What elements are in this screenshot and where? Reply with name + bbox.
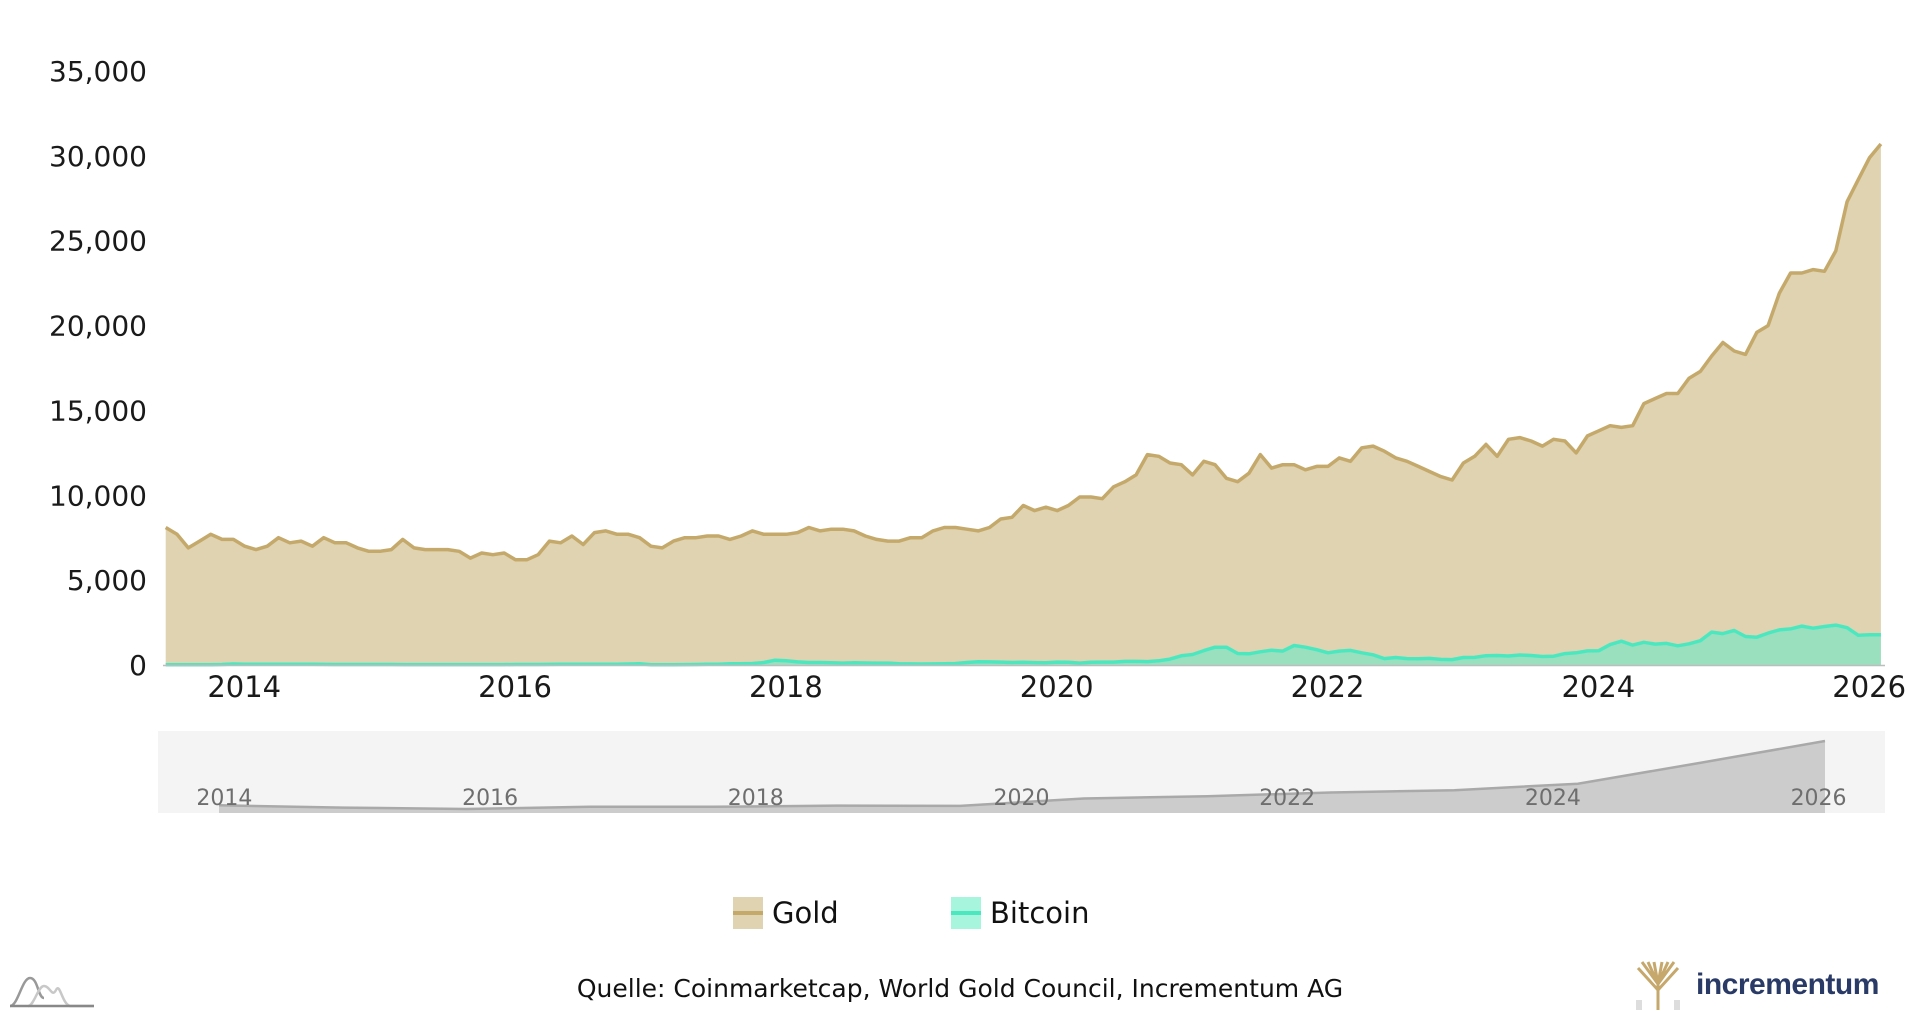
- navigator-tick-label: 2024: [1525, 786, 1581, 811]
- y-tick-label: 35,000: [49, 55, 147, 88]
- y-tick-label: 10,000: [49, 479, 147, 512]
- y-tick-label: 20,000: [49, 310, 147, 343]
- navigator-series-line: [218, 739, 1826, 811]
- x-tick-label: 2014: [207, 670, 281, 704]
- series-area-gold: [165, 144, 1881, 665]
- legend-label-bitcoin: Bitcoin: [990, 896, 1090, 930]
- y-axis: 0 5,000 10,000 15,000 20,000 25,000 30,000 35,0…: [49, 55, 147, 682]
- plot-area: [164, 142, 1883, 667]
- navigator-tick-label: 2026: [1791, 786, 1847, 811]
- gold-swatch-icon: [733, 897, 763, 929]
- series-line-bitcoin[interactable]: [165, 623, 1881, 667]
- legend-item-bitcoin[interactable]: Bitcoin: [951, 896, 1089, 930]
- x-tick-label: 2022: [1291, 670, 1365, 704]
- y-tick-label: 0: [129, 649, 147, 682]
- incrementum-logo: incrementum: [1634, 960, 1879, 1010]
- tree-logo-icon: [1634, 960, 1682, 1010]
- x-tick-label: 2020: [1020, 670, 1094, 704]
- legend-label-gold: Gold: [772, 896, 839, 930]
- navigator-tick-label: 2020: [994, 786, 1050, 811]
- y-tick-label: 30,000: [49, 140, 147, 173]
- x-tick-label: 2026: [1832, 670, 1906, 704]
- x-tick-label: 2024: [1561, 670, 1635, 704]
- x-tick-label: 2018: [749, 670, 823, 704]
- legend-item-gold[interactable]: Gold: [733, 896, 839, 930]
- chart-brand-icon: [9, 976, 94, 1008]
- y-tick-label: 25,000: [49, 225, 147, 258]
- logo-text: incrementum: [1696, 968, 1879, 1001]
- navigator-tick-label: 2018: [728, 786, 784, 811]
- x-axis: 2014 2016 2018 2020 2022 2024 2026: [207, 670, 1906, 704]
- navigator-tick-label: 2016: [462, 786, 518, 811]
- series-area-bitcoin: [165, 625, 1881, 665]
- series-line-gold[interactable]: [164, 142, 1883, 562]
- bitcoin-swatch-icon: [951, 897, 981, 929]
- navigator[interactable]: 2014 2016 2018 2020 2022 2024 2026: [158, 731, 1885, 813]
- navigator-tick-label: 2022: [1259, 786, 1315, 811]
- x-tick-label: 2016: [478, 670, 552, 704]
- navigator-series-area: [219, 741, 1825, 813]
- y-tick-label: 15,000: [49, 394, 147, 427]
- source-note: Quelle: Coinmarketcap, World Gold Counci…: [576, 974, 1344, 1003]
- navigator-tick-label: 2014: [196, 786, 252, 811]
- y-tick-label: 5,000: [67, 564, 147, 597]
